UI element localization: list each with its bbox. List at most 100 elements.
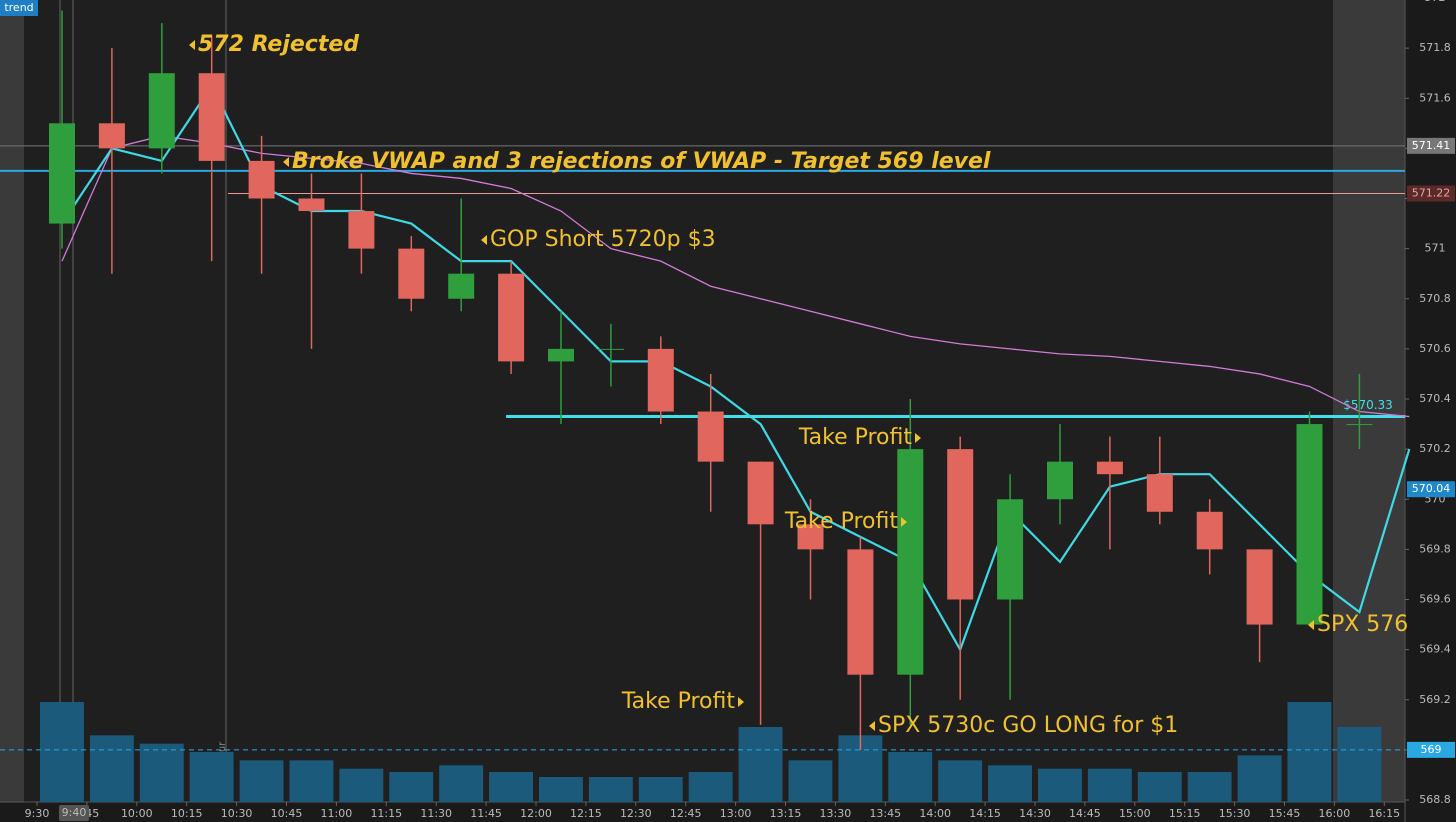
level-label: $570.33	[1343, 398, 1393, 412]
x-tick-label: 11:00	[321, 807, 353, 820]
ema-line	[61, 83, 1411, 653]
x-tick-label: 15:15	[1169, 807, 1201, 820]
plot-bg	[0, 0, 1405, 802]
x-tick-label: 12:00	[520, 807, 552, 820]
annotation-arrow	[283, 157, 289, 167]
volume-bar	[189, 752, 234, 802]
candle-body	[797, 524, 824, 550]
x-tick-label: 16:15	[1368, 807, 1400, 820]
x-tick-label: 14:30	[1019, 807, 1051, 820]
y-tick-label: 568.8	[1419, 793, 1451, 806]
y-tick-label: 570.6	[1419, 342, 1451, 355]
volume-bar	[1087, 768, 1132, 802]
candle-body	[448, 273, 475, 299]
annotation: SPX 576	[1317, 612, 1408, 637]
volume-bar	[788, 760, 833, 802]
volume-bar	[988, 765, 1032, 802]
annotation-arrow	[189, 40, 195, 50]
vwap-line	[61, 135, 1410, 418]
candle-body	[697, 411, 724, 462]
candle-body	[98, 123, 125, 149]
x-tick-label: 13:15	[770, 807, 802, 820]
candle-body	[1146, 474, 1173, 512]
candle-body	[1096, 461, 1123, 475]
y-tick-label: 571.6	[1419, 91, 1451, 104]
candle-body	[498, 273, 525, 362]
volume-bar	[1237, 755, 1282, 802]
x-tick-label: 10:15	[171, 807, 203, 820]
x-tick-label: 13:00	[720, 807, 752, 820]
candle-body	[947, 449, 974, 600]
cursor-time: 9:40	[62, 806, 87, 819]
volume-bar	[638, 777, 683, 802]
price-tag-text: 569	[1421, 743, 1442, 756]
annotation-arrow	[738, 697, 744, 707]
candle-body	[997, 499, 1024, 600]
x-tick-label: 14:15	[969, 807, 1001, 820]
candle-body	[1346, 424, 1373, 426]
volume-bar	[888, 752, 933, 802]
annotation-arrow	[481, 235, 487, 245]
annotation-arrow	[901, 517, 907, 527]
candle-body	[548, 348, 574, 362]
y-tick-label: 569.8	[1419, 542, 1451, 555]
volume-bar	[89, 735, 134, 802]
x-tick-label: 15:00	[1119, 807, 1151, 820]
x-tick-label: 15:45	[1269, 807, 1301, 820]
x-tick-label: 16:00	[1319, 807, 1351, 820]
volume-bar	[1038, 768, 1082, 802]
x-tick-label: 10:45	[271, 807, 303, 820]
price-tag-text: 571.41	[1412, 139, 1451, 152]
y-tick-label: 571.8	[1419, 41, 1451, 54]
afterhours-shade	[1333, 0, 1405, 802]
y-tick-label: 569.2	[1419, 693, 1451, 706]
candle-body	[647, 348, 674, 412]
badge	[0, 0, 38, 16]
volume-bar	[1187, 772, 1232, 802]
price-axis-bg	[1405, 0, 1456, 822]
candle-body	[747, 461, 774, 525]
annotation-arrow	[1308, 620, 1314, 630]
x-tick-label: 13:45	[869, 807, 901, 820]
volume-bar	[688, 772, 733, 802]
x-tick-label: 11:30	[420, 807, 452, 820]
y-tick-label: 571	[1425, 242, 1446, 255]
x-tick-label: 14:45	[1069, 807, 1101, 820]
candle-body	[198, 73, 225, 161]
candle-body	[597, 348, 624, 350]
x-tick-label: 13:30	[820, 807, 852, 820]
volume-bar	[389, 772, 434, 802]
x-tick-label: 12:30	[620, 807, 652, 820]
y-tick-label: 570.4	[1419, 392, 1451, 405]
y-tick-label: 570.2	[1419, 442, 1451, 455]
annotation: Broke VWAP and 3 rejections of VWAP - Ta…	[292, 149, 991, 174]
volume-bar	[489, 772, 533, 802]
price-tag	[1407, 137, 1455, 154]
annotation: Take Profit	[784, 509, 899, 534]
y-tick-label: 569.6	[1419, 593, 1451, 606]
candle-body	[1196, 511, 1223, 550]
candle-body	[298, 198, 325, 212]
candle-body	[847, 549, 874, 675]
x-tick-label: 12:45	[670, 807, 702, 820]
x-tick-label: 12:15	[570, 807, 602, 820]
volume-bar	[289, 760, 334, 802]
x-tick-label: 14:00	[919, 807, 951, 820]
price-tag-text: 571.22	[1412, 186, 1451, 199]
premarket-shade	[0, 0, 24, 802]
y-tick-label: 569.4	[1419, 643, 1451, 656]
annotation: 572 Rejected	[198, 32, 359, 57]
candle-body	[897, 449, 924, 675]
candle-body	[1296, 424, 1323, 625]
price-tag	[1407, 741, 1455, 758]
candle-body	[1246, 549, 1273, 625]
candle-body	[1047, 461, 1073, 500]
y-tick-label: 572	[1425, 0, 1446, 4]
annotation: GOP Short 5720p $3	[490, 227, 716, 252]
volume-bar	[938, 760, 983, 802]
annotation: SPX 5730c GO LONG for $1	[878, 713, 1178, 738]
cursor-box	[59, 805, 89, 821]
volume-bar	[1337, 727, 1382, 802]
annotation: Take Profit	[621, 689, 736, 714]
